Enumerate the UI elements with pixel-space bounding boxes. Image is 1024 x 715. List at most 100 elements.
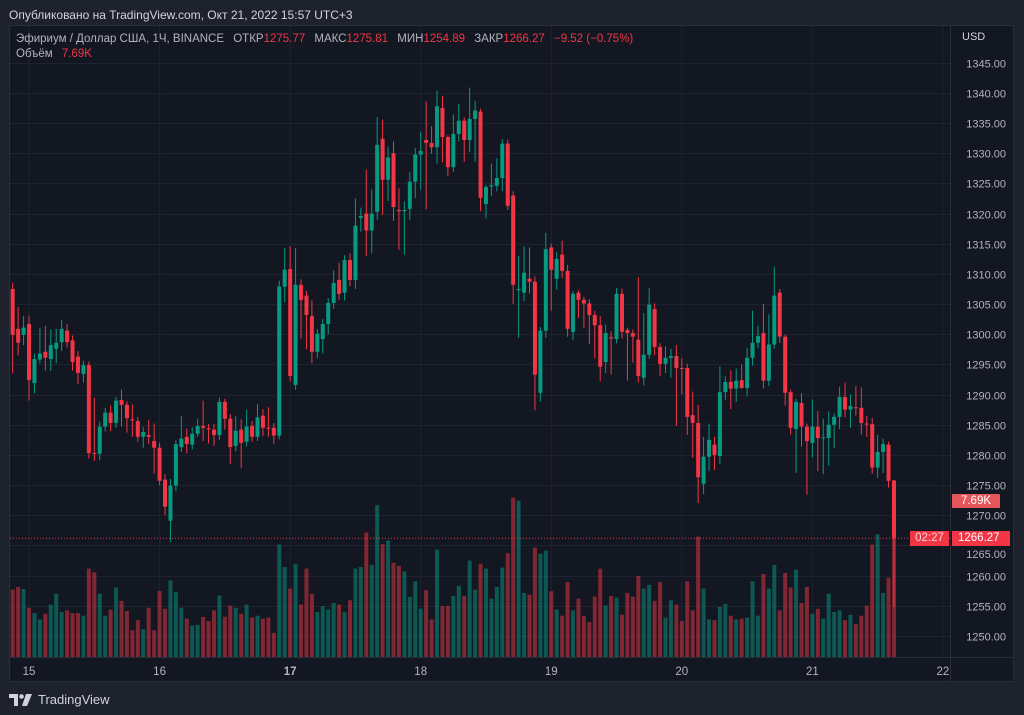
candle[interactable]	[696, 404, 701, 504]
candle[interactable]	[745, 348, 750, 397]
candle[interactable]	[483, 184, 488, 219]
candle[interactable]	[788, 389, 793, 435]
candle[interactable]	[255, 404, 260, 442]
candle[interactable]	[478, 108, 483, 212]
candle[interactable]	[250, 421, 255, 442]
candle[interactable]	[636, 276, 641, 383]
candle[interactable]	[86, 361, 91, 459]
candle[interactable]	[837, 386, 842, 429]
candle[interactable]	[630, 329, 635, 363]
candle[interactable]	[690, 391, 695, 458]
candle[interactable]	[103, 407, 108, 432]
candle[interactable]	[527, 247, 532, 294]
candle[interactable]	[168, 479, 173, 542]
candle[interactable]	[859, 387, 864, 435]
candle[interactable]	[81, 360, 86, 383]
candle[interactable]	[124, 401, 129, 433]
candle[interactable]	[146, 419, 151, 445]
candle[interactable]	[233, 416, 238, 452]
candle[interactable]	[848, 394, 853, 428]
candle[interactable]	[288, 246, 293, 382]
candle[interactable]	[609, 331, 614, 375]
candle[interactable]	[712, 436, 717, 470]
candle[interactable]	[761, 304, 766, 389]
candle[interactable]	[65, 324, 70, 348]
candle[interactable]	[641, 313, 646, 386]
candle[interactable]	[826, 411, 831, 466]
candle[interactable]	[489, 163, 494, 197]
candle[interactable]	[157, 442, 162, 486]
candle[interactable]	[92, 397, 97, 461]
candle[interactable]	[364, 169, 369, 256]
candle[interactable]	[396, 188, 401, 250]
candle[interactable]	[337, 262, 342, 300]
candle[interactable]	[755, 325, 760, 349]
candle[interactable]	[494, 158, 499, 192]
candle[interactable]	[413, 147, 418, 198]
candle[interactable]	[783, 334, 788, 406]
candle[interactable]	[766, 314, 771, 387]
candle[interactable]	[522, 246, 527, 302]
candle[interactable]	[598, 316, 603, 382]
candle[interactable]	[723, 376, 728, 401]
candle[interactable]	[217, 397, 222, 440]
candle[interactable]	[576, 290, 581, 318]
candle[interactable]	[16, 307, 21, 356]
candle[interactable]	[473, 100, 478, 162]
candle[interactable]	[201, 400, 206, 442]
candle[interactable]	[244, 409, 249, 447]
candle[interactable]	[277, 280, 282, 440]
currency-label[interactable]: USD	[962, 31, 986, 43]
candle[interactable]	[32, 353, 37, 394]
candle[interactable]	[799, 393, 804, 447]
candle[interactable]	[794, 398, 799, 474]
candle[interactable]	[108, 405, 113, 432]
candle[interactable]	[402, 201, 407, 255]
candle[interactable]	[211, 424, 216, 446]
candle[interactable]	[358, 207, 363, 232]
candle[interactable]	[881, 438, 886, 474]
candle[interactable]	[347, 253, 352, 287]
candle[interactable]	[772, 266, 777, 349]
candle[interactable]	[173, 440, 178, 492]
candle[interactable]	[870, 418, 875, 474]
candle[interactable]	[505, 139, 510, 210]
candle[interactable]	[560, 240, 565, 279]
candle[interactable]	[532, 276, 537, 411]
candle[interactable]	[581, 296, 586, 328]
candle[interactable]	[511, 191, 516, 305]
candle[interactable]	[429, 126, 434, 154]
volume-label[interactable]: Объём	[16, 48, 53, 60]
candle[interactable]	[293, 247, 298, 390]
candle[interactable]	[853, 386, 858, 416]
candle[interactable]	[386, 146, 391, 201]
candle[interactable]	[228, 413, 233, 464]
candle[interactable]	[375, 117, 380, 220]
candle[interactable]	[565, 264, 570, 337]
candle[interactable]	[707, 423, 712, 472]
candle[interactable]	[320, 319, 325, 354]
candle[interactable]	[652, 303, 657, 356]
candle[interactable]	[70, 335, 75, 371]
candle[interactable]	[282, 247, 287, 303]
candle[interactable]	[440, 95, 445, 163]
candle[interactable]	[391, 141, 396, 221]
candle[interactable]	[435, 90, 440, 164]
candle[interactable]	[625, 327, 630, 381]
candle[interactable]	[369, 189, 374, 254]
candle[interactable]	[571, 290, 576, 341]
candle[interactable]	[271, 422, 276, 445]
candle[interactable]	[592, 310, 597, 359]
candle[interactable]	[326, 298, 331, 335]
candle[interactable]	[260, 409, 265, 437]
candle[interactable]	[891, 480, 896, 607]
candle[interactable]	[331, 270, 336, 309]
candle[interactable]	[48, 329, 53, 372]
candle[interactable]	[554, 251, 559, 290]
candle[interactable]	[674, 345, 679, 426]
candle[interactable]	[43, 325, 48, 371]
footer-brand[interactable]: TradingView	[9, 692, 110, 707]
candle[interactable]	[315, 328, 320, 359]
candle[interactable]	[184, 428, 189, 454]
candle[interactable]	[309, 300, 314, 364]
